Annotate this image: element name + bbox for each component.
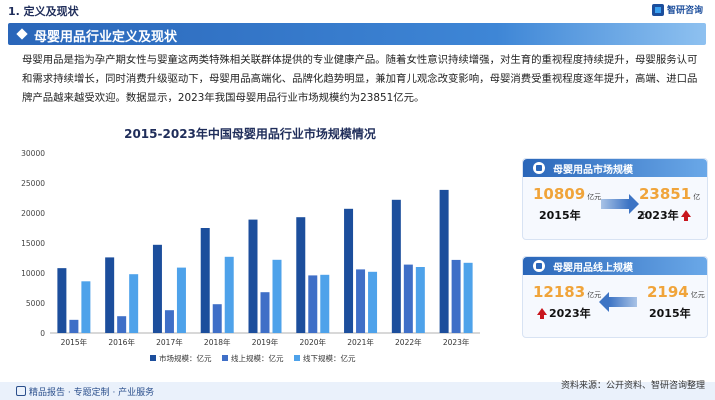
footer-tagline: 精品报告 · 专题定制 · 产业服务 [16,385,154,398]
bar [248,219,258,333]
online-left-value: 12183 亿元 [533,283,601,301]
y-tick-label: 10000 [21,269,45,278]
market-from-year: 2015年 [539,209,581,222]
y-tick-label: 15000 [21,239,45,248]
x-tick-label: 2020年 [299,337,326,347]
online-panel-title: 母婴用品线上规模 [553,263,633,274]
bar [296,217,306,333]
footer-tagline-text: 精品报告 · 专题定制 · 产业服务 [29,388,155,398]
online-left-number: 12183 [533,283,586,301]
bar-chart: 0 5000 10000 15000 20000 25000 30000 2015年 2016年… [21,149,480,363]
x-tick-label: 2018年 [204,337,231,347]
bar [463,262,473,333]
bar [308,275,318,333]
bar [105,257,115,333]
bar [200,228,210,333]
x-tick-label: 2022年 [395,337,422,347]
bar [57,268,67,333]
online-left-unit: 亿元 [587,291,602,299]
chart-icon [533,162,545,174]
online-panel-header: 母婴用品线上规模 [523,257,707,275]
brand-logo: 智研咨询 [651,3,703,16]
x-tick-label: 2016年 [108,337,135,347]
x-tick-label: 2021年 [347,337,374,347]
y-tick-label: 20000 [21,209,45,218]
online-size-panel: 母婴用品线上规模 12183 亿元 2023年 2194 亿元 2015年 [522,256,708,338]
report-icon [16,386,26,396]
y-tick-label: 5000 [26,299,45,308]
legend-swatch [222,355,228,361]
bar [117,316,127,333]
diamond-icon [16,28,28,40]
bar [129,274,139,333]
online-right-number: 2194 [647,283,689,301]
y-tick-label: 0 [40,329,45,338]
bar [320,274,330,333]
market-to-year: 2023年 [637,209,679,222]
bar [403,264,413,333]
logo-icon [651,3,664,16]
chart-icon [533,260,545,272]
bar [439,189,449,333]
online-right-unit: 亿元 [690,291,705,299]
bar [81,281,91,333]
y-tick-label: 30000 [21,149,45,158]
logo-text: 智研咨询 [666,6,703,16]
bar [356,269,366,333]
legend-label: 市场规模：亿元 [159,353,212,363]
bar [176,267,186,333]
market-to-value: 23851 亿元 [639,185,707,221]
market-from-number: 10809 [533,185,586,203]
market-to-number: 23851 [639,185,692,203]
arrow-right-icon [601,194,639,214]
bar [272,259,282,333]
footer-bar: 精品报告 · 专题定制 · 产业服务 资料来源：公开资料、智研咨询整理 [0,381,715,400]
online-right-year: 2015年 [649,307,691,320]
chart-title: 2015-2023年中国母婴用品行业市场规模情况 [124,127,376,141]
market-size-panel: 母婴用品市场规模 10809 亿元 2015年 23851 亿元 2023年 [522,158,708,240]
bar [212,304,222,333]
bar [164,310,174,333]
bar [344,208,354,333]
online-right-value: 2194 亿元 [647,283,705,301]
bar [451,259,461,333]
market-from-unit: 亿元 [587,193,602,201]
y-tick-label: 25000 [21,179,45,188]
bar [69,319,79,333]
source-note: 资料来源：公开资料、智研咨询整理 [560,381,705,391]
up-arrow-icon [681,210,691,221]
intro-paragraph: 母婴用品是指为孕产期女性与婴童这两类特殊相关联群体提供的专业健康产品。随着女性意… [22,54,698,104]
market-from-value: 10809 亿元 [533,185,601,203]
x-tick-label: 2023年 [443,337,470,347]
legend-swatch [294,355,300,361]
arrow-left-icon [599,292,637,312]
title-banner: 母婴用品行业定义及现状 [8,23,706,45]
page-title: 母婴用品行业定义及现状 [34,30,178,45]
x-tick-label: 2015年 [61,337,88,347]
bar [368,271,378,333]
market-to-unit: 亿元 [639,193,701,219]
online-left-year: 2023年 [549,307,591,320]
bar [224,256,234,333]
bar [391,199,401,333]
legend-label: 线下规模：亿元 [303,353,356,363]
bar [260,292,270,333]
market-panel-header: 母婴用品市场规模 [523,159,707,177]
x-tick-label: 2017年 [156,337,183,347]
x-tick-label: 2019年 [252,337,279,347]
up-arrow-icon [537,308,547,319]
bar [415,267,425,333]
legend-label: 线上规模：亿元 [231,353,284,363]
bar [152,244,162,333]
market-panel-title: 母婴用品市场规模 [553,165,633,176]
section-heading: 1. 定义及现状 [8,5,79,18]
top-bar: 1. 定义及现状 智研咨询 [0,0,715,22]
legend-swatch [150,355,156,361]
